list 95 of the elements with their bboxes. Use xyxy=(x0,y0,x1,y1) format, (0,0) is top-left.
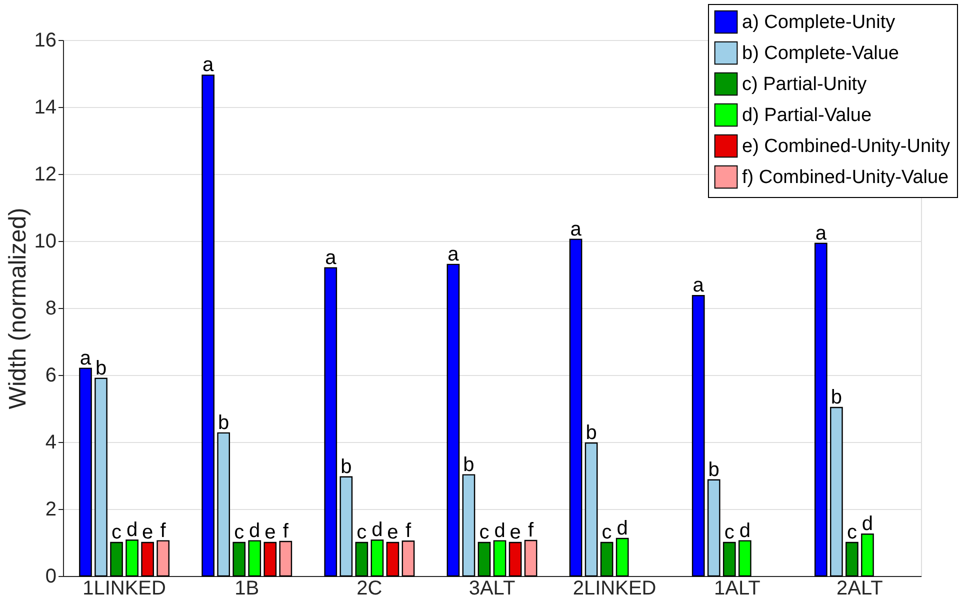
bar xyxy=(141,542,154,577)
x-tick-label: 2C xyxy=(356,578,382,600)
data-label: e xyxy=(264,522,276,544)
data-label: e xyxy=(387,522,398,544)
data-label: a xyxy=(325,246,338,269)
data-label: c xyxy=(602,522,612,544)
data-label: a xyxy=(570,218,582,240)
bar xyxy=(340,476,353,577)
data-label: c xyxy=(234,522,244,544)
bar xyxy=(478,542,491,577)
data-label: d xyxy=(494,520,506,542)
bar xyxy=(94,378,108,577)
legend-label: c) Partial-Unity xyxy=(742,74,868,95)
bar xyxy=(600,542,614,577)
bar xyxy=(707,479,720,577)
y-tick-label: 0 xyxy=(45,566,56,588)
data-label: f xyxy=(160,520,166,542)
bar xyxy=(156,540,170,577)
data-label: c xyxy=(846,522,857,544)
x-tick-label: 1B xyxy=(234,578,260,600)
x-tick-label: 3ALT xyxy=(468,578,516,600)
bar xyxy=(493,540,506,577)
y-tick-label: 10 xyxy=(34,230,56,252)
y-tick-label: 12 xyxy=(34,164,56,186)
y-tick-label: 6 xyxy=(45,364,56,386)
bar xyxy=(370,540,384,577)
legend-label: e) Combined-Unity-Unity xyxy=(742,136,951,157)
bar xyxy=(738,540,752,577)
bar xyxy=(814,242,828,577)
data-label: f xyxy=(405,520,412,542)
data-label: b xyxy=(708,458,720,481)
data-label: d xyxy=(616,517,628,540)
bar xyxy=(830,406,843,577)
y-tick-label: 8 xyxy=(45,298,56,320)
data-label: b xyxy=(830,386,842,408)
data-label: c xyxy=(112,522,122,544)
data-label: a xyxy=(80,347,92,370)
bar xyxy=(232,542,246,577)
bar xyxy=(355,542,368,577)
data-label: d xyxy=(372,519,383,542)
bar xyxy=(79,368,92,577)
bar xyxy=(616,538,629,577)
x-tick-label: 1LINKED xyxy=(82,578,166,600)
data-label: e xyxy=(510,522,521,544)
bar xyxy=(386,542,400,577)
y-tick-label: 16 xyxy=(34,30,56,52)
data-label: b xyxy=(95,357,107,380)
bar xyxy=(126,540,138,577)
data-label: f xyxy=(282,520,289,542)
x-tick-label: 2ALT xyxy=(836,578,883,600)
data-label: a xyxy=(202,54,214,76)
x-tick-label: 1ALT xyxy=(714,578,760,600)
bar xyxy=(264,542,277,577)
bar xyxy=(279,540,292,577)
data-label: d xyxy=(862,513,874,536)
legend-label: b) Complete-Value xyxy=(742,43,900,64)
bar xyxy=(861,534,874,577)
data-label: d xyxy=(739,520,750,542)
bar xyxy=(584,442,598,577)
data-label: e xyxy=(142,522,154,544)
data-label: b xyxy=(218,412,230,434)
y-tick-label: 4 xyxy=(45,432,56,454)
bar xyxy=(110,542,123,577)
legend-label: f) Combined-Unity-Value xyxy=(742,167,949,188)
data-label: c xyxy=(724,522,734,544)
bar xyxy=(202,74,214,577)
bar xyxy=(446,264,460,577)
y-tick-label: 14 xyxy=(34,96,56,118)
data-label: c xyxy=(479,522,490,544)
data-label: d xyxy=(249,520,260,542)
bar xyxy=(524,540,538,577)
bar xyxy=(569,238,582,577)
bar xyxy=(402,540,415,577)
data-label: a xyxy=(448,243,460,266)
data-label: f xyxy=(528,519,534,542)
data-label: a xyxy=(815,222,828,244)
legend-label: a) Complete-Unity xyxy=(742,12,896,33)
bar xyxy=(722,542,736,577)
bar xyxy=(324,267,338,577)
data-label: b xyxy=(586,422,597,444)
data-label: d xyxy=(126,519,138,542)
bar xyxy=(846,542,858,577)
bar xyxy=(692,295,705,577)
data-label: a xyxy=(692,274,705,297)
legend-label: d) Partial-Value xyxy=(742,105,872,126)
bar xyxy=(248,540,262,577)
bar xyxy=(217,432,230,577)
data-label: c xyxy=(356,522,367,544)
bar xyxy=(462,474,476,577)
bar xyxy=(508,542,522,577)
y-tick-label: 2 xyxy=(45,498,56,520)
data-label: b xyxy=(340,456,352,478)
y-axis-title: Width (normalized) xyxy=(4,208,32,410)
x-tick-label: 2LINKED xyxy=(572,578,656,600)
data-label: b xyxy=(463,454,474,476)
